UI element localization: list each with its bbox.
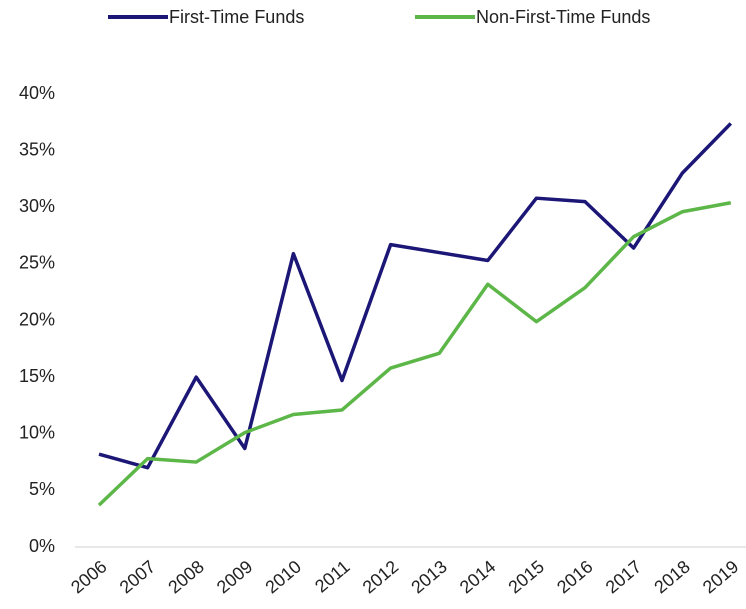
x-tick-label: 2006 [67, 556, 111, 597]
y-tick-label: 25% [19, 253, 55, 273]
x-tick-label: 2018 [650, 556, 694, 597]
x-tick-label: 2013 [407, 556, 451, 597]
legend-label: Non-First-Time Funds [476, 7, 650, 27]
x-tick-label: 2019 [699, 556, 743, 597]
x-tick-label: 2009 [213, 556, 257, 597]
y-tick-label: 5% [29, 479, 55, 499]
y-tick-label: 40% [19, 83, 55, 103]
y-tick-label: 0% [29, 536, 55, 556]
x-tick-label: 2008 [164, 556, 208, 597]
y-tick-label: 10% [19, 423, 55, 443]
y-tick-label: 30% [19, 196, 55, 216]
y-tick-label: 35% [19, 139, 55, 159]
y-tick-label: 15% [19, 366, 55, 386]
x-tick-label: 2014 [456, 556, 500, 597]
y-tick-label: 20% [19, 309, 55, 329]
line-series [97, 200, 732, 507]
x-tick-label: 2007 [116, 556, 160, 597]
x-tick-label: 2012 [359, 556, 403, 597]
legend-label: First-Time Funds [169, 7, 304, 27]
x-tick-label: 2010 [261, 556, 305, 597]
x-tick-label: 2015 [504, 556, 548, 597]
x-tick-label: 2011 [311, 556, 354, 596]
x-tick-label: 2017 [602, 556, 646, 597]
x-tick-label: 2016 [553, 556, 597, 597]
line-series [98, 122, 733, 470]
